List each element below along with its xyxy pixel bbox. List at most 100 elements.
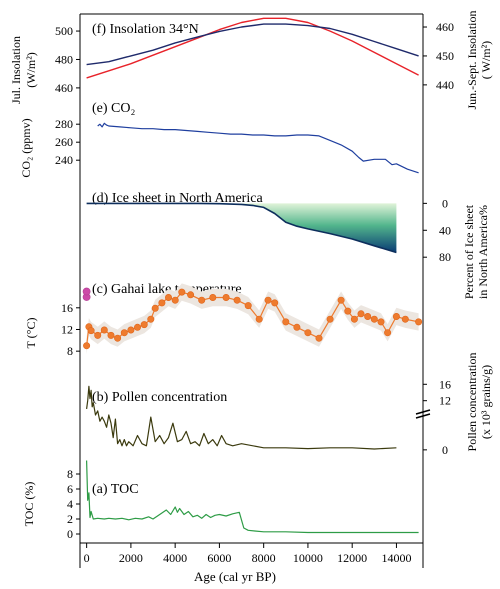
panel-b-right-tick-label: 0 xyxy=(442,443,448,457)
chart-marks: 4604805004404504602402602800408081216012… xyxy=(55,17,454,565)
panel-e-series-co2 xyxy=(97,122,419,174)
panel-c-point xyxy=(140,321,148,329)
x-tick-label: 12000 xyxy=(337,551,367,565)
panel-c-point xyxy=(151,304,159,312)
panel-c-point xyxy=(326,315,334,323)
panel-c-point xyxy=(384,329,392,337)
x-tick-label: 0 xyxy=(84,551,90,565)
panel-c-point xyxy=(364,312,372,320)
panel-c-point xyxy=(315,334,323,342)
x-tick-label: 2000 xyxy=(119,551,143,565)
panel-c-point xyxy=(392,312,400,320)
panel-e-left-tick-label: 260 xyxy=(55,135,73,149)
panel-c-point xyxy=(415,318,423,326)
panel-c-point xyxy=(337,296,345,304)
panel-e-left-label: CO₂ (ppmv) xyxy=(19,118,33,177)
panel-a-left-tick-label: 2 xyxy=(67,512,73,526)
panel-c-point xyxy=(171,296,179,304)
panel-c-point xyxy=(87,327,95,335)
panel-c-point xyxy=(83,342,91,350)
panel-f-right-tick-label: 450 xyxy=(436,49,454,63)
panel-c-point xyxy=(100,326,108,334)
panel-f-right-label-1: Jun.-Sept. Insolation xyxy=(465,11,479,110)
panel-d-right-tick-label: 80 xyxy=(439,250,451,264)
panel-c-point xyxy=(233,296,241,304)
panel-a-left-tick-label: 8 xyxy=(67,467,73,481)
panel-f-left-tick-label: 460 xyxy=(55,81,73,95)
panel-a-left-tick-label: 6 xyxy=(67,482,73,496)
panel-c-point xyxy=(304,329,312,337)
panel-f-series-junsep xyxy=(86,23,419,66)
panel-c-point xyxy=(114,334,122,342)
panel-c-point xyxy=(401,315,409,323)
panel-c-point xyxy=(120,329,128,337)
x-tick-label: 10000 xyxy=(293,551,323,565)
panel-c-point xyxy=(147,315,155,323)
panel-d-series-ice xyxy=(86,202,397,254)
panel-e-left-tick-label: 240 xyxy=(55,153,73,167)
panel-c-point xyxy=(222,293,230,301)
panel-c-left-label: T (°C) xyxy=(24,318,38,349)
panel-b-title: (b) Pollen concentration xyxy=(92,390,227,405)
panel-f-left-tick-label: 500 xyxy=(55,24,73,38)
panel-b-series-pollen xyxy=(86,385,397,450)
panel-b-right-tick-label: 16 xyxy=(439,377,451,391)
panel-c-point xyxy=(187,291,195,299)
panel-c-point xyxy=(134,323,142,331)
panel-d-right-label-1: Percent of Ice sheet xyxy=(462,204,476,299)
panel-f-left-tick-label: 480 xyxy=(55,52,73,66)
panel-f-series-jul xyxy=(86,17,419,79)
panel-a-series-toc xyxy=(86,460,419,534)
panel-d-title: (d) Ice sheet in North America xyxy=(92,191,263,206)
panel-a-left-tick-label: 0 xyxy=(67,527,73,541)
x-tick-label: 14000 xyxy=(381,551,411,565)
x-axis-title: Age (cal yr BP) xyxy=(194,569,276,584)
panel-b-right-label-2: (x 10³ grains/g) xyxy=(479,365,493,439)
panel-b-right-tick-label: 12 xyxy=(439,394,451,408)
panel-c-point xyxy=(377,318,385,326)
panel-c-point xyxy=(209,293,217,301)
panel-e-title: (e) CO₂ xyxy=(92,101,135,116)
panel-c-point xyxy=(244,302,252,310)
panel-c-modern-point xyxy=(82,287,91,296)
panel-c-point xyxy=(264,296,272,304)
panel-f-right-tick-label: 460 xyxy=(436,20,454,34)
panel-f-left-label-2: (W/m²) xyxy=(24,52,38,88)
panel-c-point xyxy=(350,315,358,323)
panel-c-point xyxy=(107,331,115,339)
panel-c-uncertainty-band xyxy=(86,283,419,355)
panel-c-point xyxy=(198,296,206,304)
panel-d-right-tick-label: 0 xyxy=(442,196,448,210)
panel-d-right-label-2: in North America% xyxy=(476,205,490,299)
axis-break-mark xyxy=(415,409,431,419)
x-tick-label: 8000 xyxy=(252,551,276,565)
panel-f-right-label-2: ( W/m²) xyxy=(479,41,493,79)
panel-b-right-label-1: Pollen concentration xyxy=(465,353,479,452)
panel-c-point xyxy=(293,323,301,331)
panel-c-left-tick-label: 8 xyxy=(67,344,73,358)
panel-f-left-label-1: Jul. Insolation xyxy=(9,36,23,104)
panel-c-point xyxy=(271,299,279,307)
panel-c-left-tick-label: 16 xyxy=(61,301,73,315)
panel-c-point xyxy=(158,299,166,307)
panel-f-right-tick-label: 440 xyxy=(436,78,454,92)
panel-c-point xyxy=(94,331,102,339)
panel-c-left-tick-label: 12 xyxy=(61,322,73,336)
panel-c-point xyxy=(357,310,365,318)
panel-a-left-label: TOC (%) xyxy=(22,482,36,527)
panel-c-point xyxy=(178,288,186,296)
panel-a-title: (a) TOC xyxy=(92,482,139,497)
panel-c-point xyxy=(165,293,173,301)
panel-c-point xyxy=(370,315,378,323)
x-tick-label: 4000 xyxy=(163,551,187,565)
panel-a-left-tick-label: 4 xyxy=(67,497,73,511)
panel-c-point xyxy=(255,315,263,323)
panel-c-point xyxy=(282,318,290,326)
panel-f-title: (f) Insolation 34°N xyxy=(92,22,199,37)
panel-c-point xyxy=(344,307,352,315)
panel-e-left-tick-label: 280 xyxy=(55,117,73,131)
panel-d-right-tick-label: 40 xyxy=(439,223,451,237)
x-tick-label: 6000 xyxy=(207,551,231,565)
panel-c-point xyxy=(127,326,135,334)
